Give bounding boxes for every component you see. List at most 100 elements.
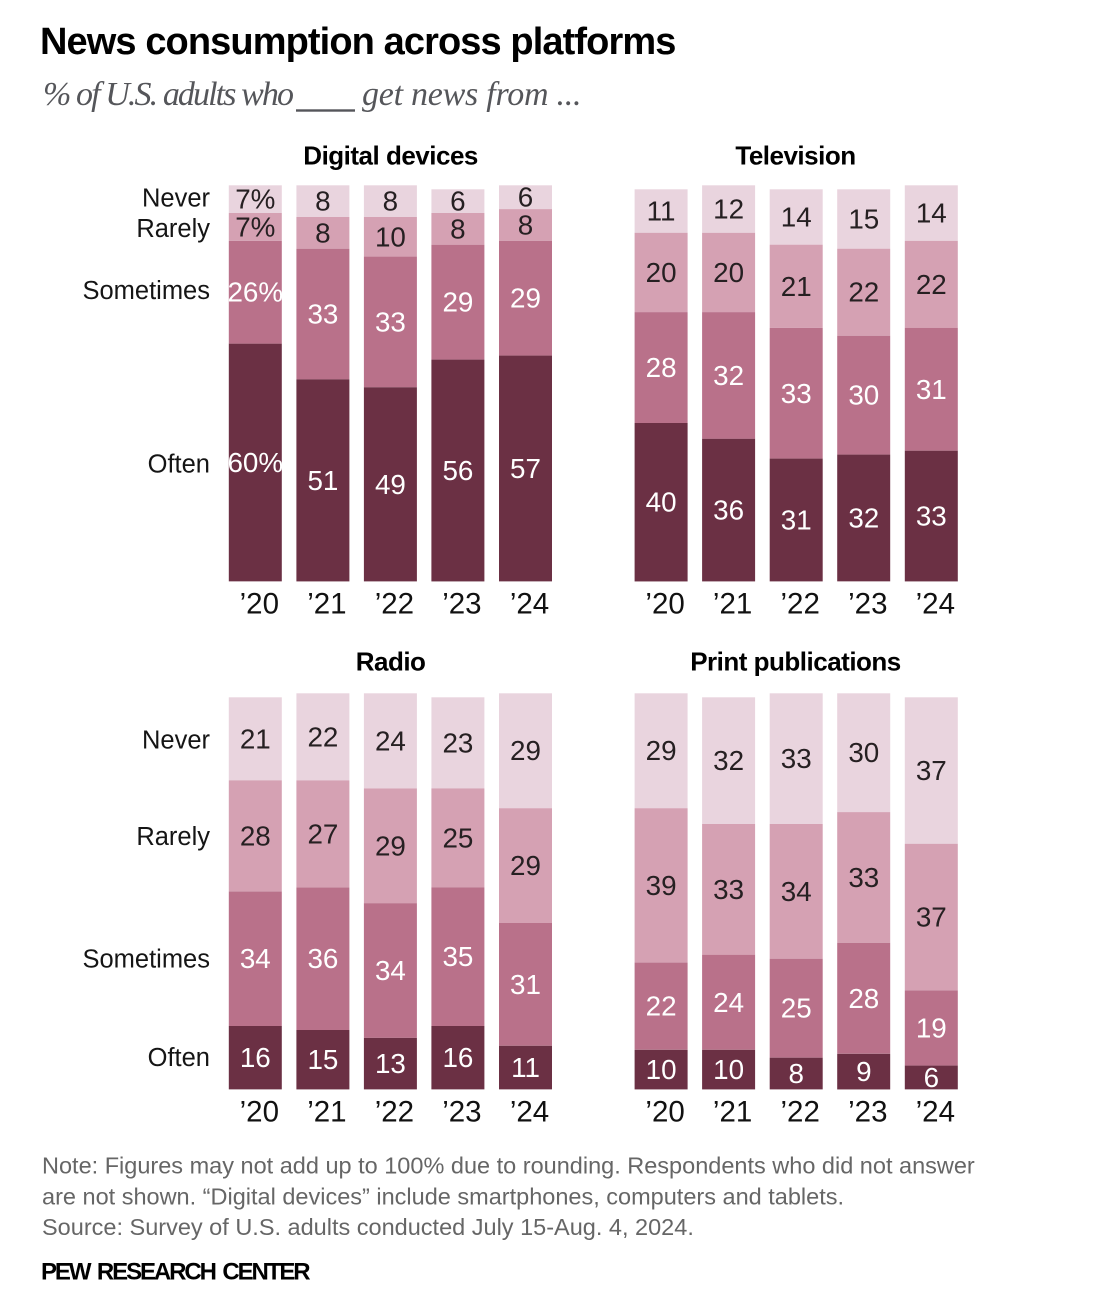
svg-text:’22: ’22 [375, 587, 414, 620]
svg-text:33: 33 [916, 501, 947, 532]
svg-text:Never: Never [142, 185, 211, 213]
svg-text:29: 29 [510, 735, 541, 766]
svg-text:39: 39 [646, 870, 677, 901]
svg-text:15: 15 [307, 1044, 338, 1075]
svg-text:’21: ’21 [307, 1095, 346, 1128]
svg-text:’24: ’24 [510, 587, 549, 620]
svg-text:29: 29 [442, 287, 473, 318]
svg-text:’20: ’20 [240, 587, 279, 620]
svg-text:’22: ’22 [375, 1095, 414, 1128]
svg-text:27: 27 [307, 818, 338, 849]
svg-text:20: 20 [713, 257, 744, 288]
svg-text:23: 23 [442, 727, 473, 758]
svg-text:’21: ’21 [307, 587, 346, 620]
svg-text:News consumption across platfo: News consumption across platforms [40, 21, 675, 63]
svg-text:’24: ’24 [916, 1095, 955, 1128]
svg-text:’23: ’23 [848, 587, 887, 620]
svg-text:are not shown. “Digital device: are not shown. “Digital devices” include… [42, 1183, 844, 1209]
svg-text:28: 28 [646, 352, 677, 383]
svg-text:6: 6 [518, 182, 533, 213]
svg-text:Radio: Radio [356, 647, 426, 677]
svg-text:20: 20 [646, 257, 677, 288]
svg-text:31: 31 [510, 969, 541, 1000]
svg-text:31: 31 [781, 505, 812, 536]
svg-text:% of U.S. adults who: % of U.S. adults who [43, 76, 293, 113]
svg-text:Sometimes: Sometimes [82, 277, 210, 305]
svg-text:6: 6 [924, 1062, 939, 1093]
svg-text:Print publications: Print publications [690, 647, 901, 677]
svg-text:32: 32 [848, 503, 879, 534]
svg-text:16: 16 [442, 1042, 473, 1073]
svg-text:16: 16 [240, 1042, 271, 1073]
svg-text:21: 21 [240, 723, 271, 754]
svg-text:29: 29 [510, 283, 541, 314]
svg-text:6: 6 [450, 186, 465, 217]
svg-text:37: 37 [916, 755, 947, 786]
svg-text:33: 33 [781, 743, 812, 774]
svg-text:10: 10 [713, 1054, 744, 1085]
svg-text:8: 8 [788, 1058, 803, 1089]
svg-text:10: 10 [375, 221, 406, 252]
svg-text:10: 10 [646, 1054, 677, 1085]
svg-text:34: 34 [781, 876, 812, 907]
svg-text:25: 25 [442, 822, 473, 853]
svg-text:8: 8 [383, 186, 398, 217]
svg-text:33: 33 [848, 862, 879, 893]
svg-text:32: 32 [713, 360, 744, 391]
svg-text:’21: ’21 [713, 587, 752, 620]
svg-text:12: 12 [713, 194, 744, 225]
svg-text:Never: Never [142, 727, 211, 755]
svg-text:32: 32 [713, 745, 744, 776]
svg-text:14: 14 [916, 198, 947, 229]
svg-text:’23: ’23 [848, 1095, 887, 1128]
svg-text:8: 8 [315, 217, 330, 248]
svg-text:8: 8 [315, 186, 330, 217]
svg-text:’20: ’20 [240, 1095, 279, 1128]
svg-text:37: 37 [916, 902, 947, 933]
svg-text:33: 33 [781, 378, 812, 409]
svg-text:22: 22 [307, 721, 338, 752]
svg-text:36: 36 [713, 495, 744, 526]
svg-text:25: 25 [781, 993, 812, 1024]
svg-text:35: 35 [442, 941, 473, 972]
svg-text:8: 8 [518, 209, 533, 240]
svg-text:9: 9 [856, 1056, 871, 1087]
svg-text:36: 36 [307, 943, 338, 974]
svg-text:11: 11 [511, 1052, 540, 1083]
svg-text:29: 29 [646, 735, 677, 766]
svg-text:’20: ’20 [645, 587, 684, 620]
svg-text:11: 11 [647, 196, 676, 227]
svg-text:Rarely: Rarely [136, 215, 210, 243]
svg-text:21: 21 [781, 271, 812, 302]
svg-text:49: 49 [375, 469, 406, 500]
svg-text:33: 33 [307, 299, 338, 330]
svg-text:15: 15 [848, 204, 879, 235]
svg-text:33: 33 [375, 307, 406, 338]
svg-text:57: 57 [510, 453, 541, 484]
svg-text:’23: ’23 [442, 587, 481, 620]
svg-text:’20: ’20 [645, 1095, 684, 1128]
svg-text:8: 8 [450, 213, 465, 244]
svg-text:56: 56 [442, 455, 473, 486]
svg-text:Source: Survey of U.S. adults: Source: Survey of U.S. adults conducted … [42, 1214, 694, 1240]
svg-text:’24: ’24 [510, 1095, 549, 1128]
svg-text:24: 24 [713, 987, 744, 1018]
svg-text:28: 28 [240, 820, 271, 851]
svg-text:PEW RESEARCH CENTER: PEW RESEARCH CENTER [41, 1259, 310, 1286]
svg-text:29: 29 [510, 850, 541, 881]
svg-text:Digital devices: Digital devices [303, 141, 478, 171]
svg-text:Rarely: Rarely [136, 823, 210, 851]
svg-text:22: 22 [848, 277, 879, 308]
svg-text:13: 13 [375, 1048, 406, 1079]
svg-text:’22: ’22 [781, 1095, 820, 1128]
svg-text:’21: ’21 [713, 1095, 752, 1128]
svg-text:34: 34 [375, 955, 406, 986]
svg-text:Television: Television [735, 141, 855, 171]
svg-text:7%: 7% [235, 184, 275, 215]
svg-text:51: 51 [307, 465, 338, 496]
svg-text:60%: 60% [227, 447, 283, 478]
svg-text:14: 14 [781, 202, 812, 233]
svg-text:30: 30 [848, 380, 879, 411]
svg-text:30: 30 [848, 737, 879, 768]
svg-text:Often: Often [148, 451, 210, 479]
